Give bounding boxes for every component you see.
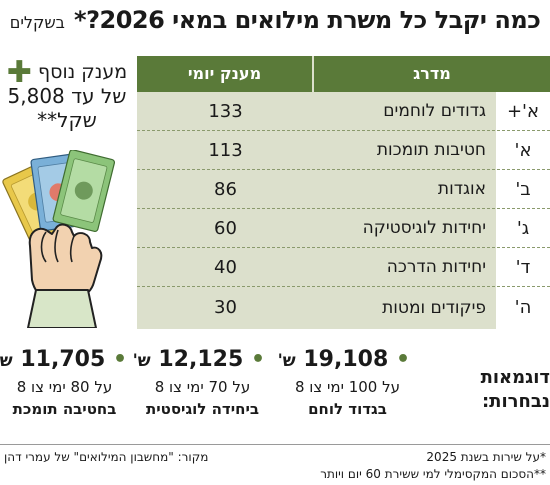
table-row: א' חטיבות תומכות 113: [137, 131, 550, 170]
grade-cell: א': [496, 131, 550, 170]
page-title: כמה יקבל כל משרת מילואים במאי 2026?*: [74, 6, 541, 34]
unit-label: בשקלים: [9, 13, 65, 32]
grade-cell: ד': [496, 248, 550, 287]
daily-grant-cell: 86: [214, 179, 237, 200]
example-amount: • 19,108 ש': [278, 345, 410, 376]
footer: *על שירות בשנת 2025 **הסכום המקסימלי למי…: [0, 444, 550, 482]
row-divider: [137, 169, 550, 170]
table-row: א'+ גדודים לוחמים 133: [137, 92, 550, 131]
daily-grant-cell: 40: [214, 257, 237, 278]
source-credit: מקור: "מחשבון המילואים" של עמרי דהן: [4, 450, 209, 464]
bullet-icon: •: [395, 347, 410, 372]
row-divider: [137, 130, 550, 131]
table-row: ב' אוגדות 86: [137, 170, 550, 209]
bonus-line-1: מענק נוסף ✚: [0, 54, 134, 90]
plus-icon: ✚: [6, 54, 32, 90]
bonus-line-3: שקל**: [37, 108, 97, 132]
examples-label-line-1: דוגמאות: [480, 367, 550, 388]
unit-name-cell: גדודים לוחמים: [383, 101, 486, 121]
currency-label: ש': [132, 351, 151, 371]
footnote-2: **הסכום המקסימלי למי ששירת 60 יום ויותר: [320, 467, 546, 481]
example-unit: בגדוד לוחם: [308, 400, 387, 418]
amount-value: 12,125: [158, 347, 244, 372]
bullet-icon: •: [112, 347, 127, 372]
grade-cell: א'+: [496, 92, 550, 131]
unit-name-cell: חטיבות תומכות: [376, 140, 486, 160]
unit-name-cell: פיקודים ומטות: [382, 298, 486, 318]
bullet-icon: •: [250, 347, 265, 372]
currency-label: ש': [0, 351, 13, 371]
footnote-1: *על שירות בשנת 2025: [426, 450, 546, 464]
grade-cell: ה': [496, 287, 550, 329]
hand-holding-banknotes-icon: [0, 149, 132, 329]
bonus-title: מענק נוסף: [37, 61, 128, 83]
currency-label: ש': [277, 351, 296, 371]
amount-value: 11,705: [20, 347, 106, 372]
row-divider: [137, 247, 550, 248]
example-card-combat-battalion: • 19,108 ש' על 100 ימי צו 8 בגדוד לוחם: [278, 345, 410, 420]
example-unit: בחטיבה תומכת: [12, 400, 117, 418]
grants-table: מדרג מענק יומי א'+ גדודים לוחמים 133 א' …: [137, 56, 550, 329]
daily-grant-cell: 30: [214, 297, 237, 318]
table-row: ה' פיקודים ומטות 30: [137, 287, 550, 329]
row-divider: [137, 208, 550, 209]
daily-grant-cell: 133: [208, 101, 243, 122]
unit-name-cell: יחידות הדרכה: [386, 257, 486, 277]
column-header-daily-grant: מענק יומי: [137, 56, 314, 92]
unit-name-cell: יחידות לוגיסטיקה: [362, 218, 486, 238]
daily-grant-cell: 113: [208, 140, 243, 161]
page-header: כמה יקבל כל משרת מילואים במאי 2026?* בשק…: [0, 6, 550, 42]
amount-value: 19,108: [303, 347, 389, 372]
example-card-support-brigade: • 11,705 ש' על 80 ימי צו 8 בחטיבה תומכת: [0, 345, 127, 420]
daily-grant-cell: 60: [214, 218, 237, 239]
bonus-callout: מענק נוסף ✚ של עד 5,808 שקל**: [0, 54, 134, 132]
example-days: על 100 ימי צו 8: [294, 378, 401, 396]
bonus-line-2: של עד 5,808: [7, 84, 127, 108]
table-row: ג' יחידות לוגיסטיקה 60: [137, 209, 550, 248]
row-divider: [137, 286, 550, 287]
grade-cell: ג': [496, 209, 550, 248]
column-header-rank: מדרג: [413, 64, 451, 83]
examples-label-line-2: נבחרות:: [481, 391, 550, 412]
example-days: על 80 ימי צו 8: [16, 378, 113, 396]
examples-label: דוגמאות נבחרות:: [460, 366, 550, 414]
grade-cell: ב': [496, 170, 550, 209]
example-amount: • 11,705 ש': [0, 345, 127, 376]
example-amount: • 12,125 ש': [133, 345, 265, 376]
unit-name-cell: אוגדות: [437, 179, 486, 199]
table-header: מדרג מענק יומי: [137, 56, 550, 92]
example-card-logistics: • 12,125 ש' על 70 ימי צו 8 ביחידה לוגיסט…: [133, 345, 265, 420]
example-unit: ביחידה לוגיסטית: [145, 400, 260, 418]
table-row: ד' יחידות הדרכה 40: [137, 248, 550, 287]
example-days: על 70 ימי צו 8: [154, 378, 251, 396]
